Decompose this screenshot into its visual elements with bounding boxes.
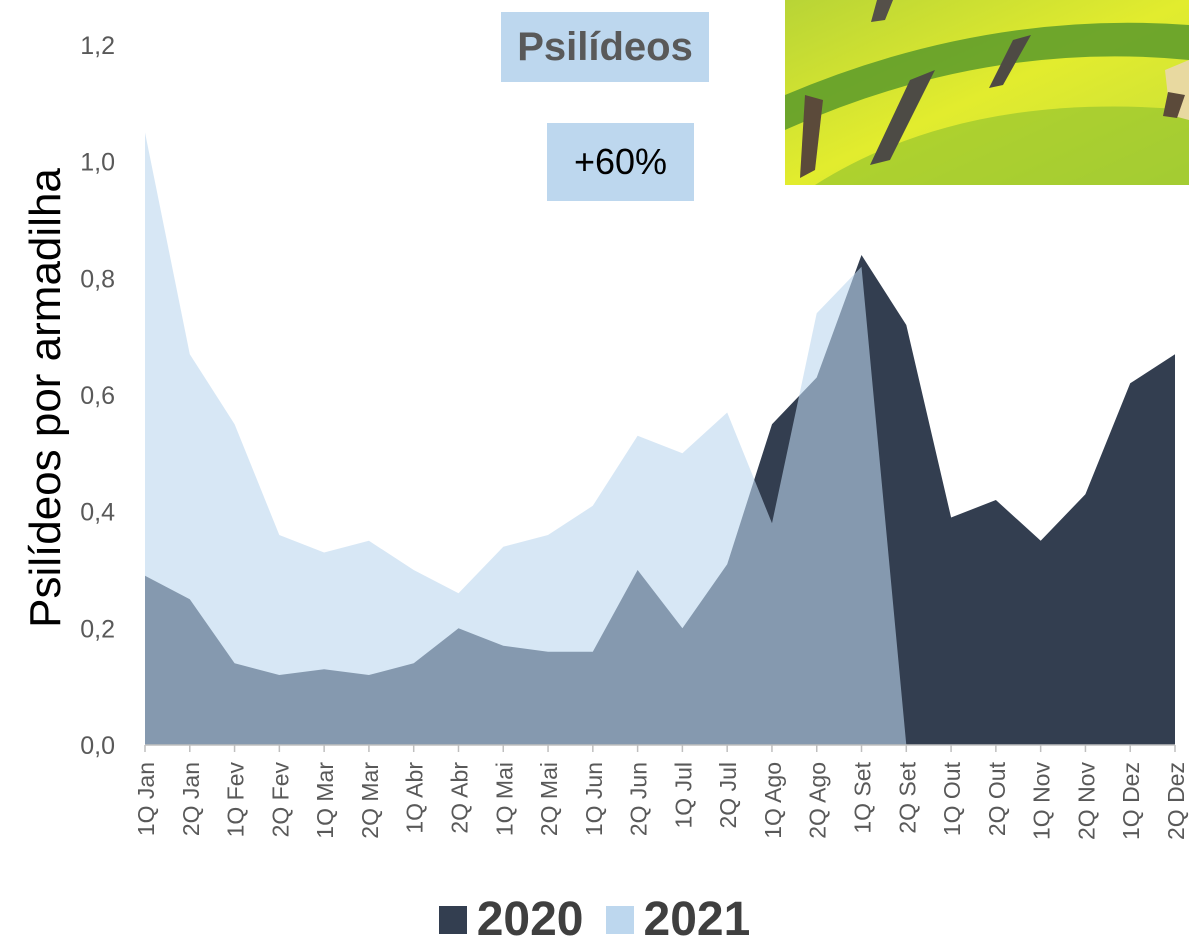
x-tick-label: 2Q Nov: [1073, 762, 1099, 840]
x-tick-label: 2Q Mai: [536, 762, 562, 836]
psyllid-photo: [785, 0, 1189, 185]
y-tick-label: 0,6: [80, 382, 115, 410]
x-tick-label: 1Q Jun: [581, 762, 607, 836]
x-tick-label: 2Q Ago: [805, 762, 831, 839]
y-tick-label: 1,2: [80, 32, 115, 60]
y-tick-label: 0,0: [80, 732, 115, 760]
chart-title: Psilídeos: [501, 12, 709, 82]
x-tick-label: 1Q Out: [939, 761, 965, 836]
legend-swatch-2021: [605, 905, 634, 934]
x-tick-label: 2Q Mar: [357, 762, 383, 839]
x-tick-label: 1Q Nov: [1029, 762, 1055, 840]
x-tick-label: 1Q Jul: [670, 762, 696, 828]
x-tick-label: 2Q Out: [984, 761, 1010, 836]
x-tick-label: 2Q Set: [894, 761, 920, 833]
legend-swatch-2020: [438, 905, 467, 934]
y-axis-ticks: 0,0 0,2 0,4 0,6 0,8 1,0 1,2: [80, 32, 115, 760]
x-tick-label: 2Q Fev: [267, 762, 293, 838]
x-tick-label: 2Q Abr: [446, 762, 472, 834]
y-tick-label: 0,8: [80, 265, 115, 293]
x-tick-label: 2Q Jun: [626, 762, 652, 836]
x-tick-label: 1Q Mai: [491, 762, 517, 836]
x-tick-label: 1Q Dez: [1118, 762, 1144, 840]
x-tick-label: 1Q Fev: [223, 762, 249, 838]
x-tick-label: 1Q Set: [850, 761, 876, 833]
increase-badge: +60%: [547, 123, 694, 201]
x-axis-ticks: 1Q Jan 2Q Jan 1Q Fev 2Q Fev 1Q Mar 2Q Mar 1Q A…: [133, 745, 1189, 840]
y-tick-label: 0,4: [80, 499, 115, 527]
x-tick-label: 2Q Dez: [1163, 762, 1189, 840]
y-tick-label: 0,2: [80, 615, 115, 643]
legend-item-2020: 2020: [438, 892, 584, 947]
x-tick-label: 1Q Mar: [312, 762, 338, 839]
x-tick-label: 2Q Jul: [715, 762, 741, 828]
x-tick-label: 1Q Abr: [402, 762, 428, 834]
area-2020: [145, 255, 1175, 745]
y-axis-label: Psilídeos por armadilha: [21, 168, 70, 628]
chart-legend: 2020 2021: [0, 892, 1189, 947]
legend-label-2021: 2021: [643, 893, 751, 946]
x-tick-label: 2Q Jan: [178, 762, 204, 836]
legend-label-2020: 2020: [476, 893, 584, 946]
x-tick-label: 1Q Jan: [133, 762, 159, 836]
x-tick-label: 1Q Ago: [760, 762, 786, 839]
area-2021: [145, 132, 907, 745]
chart-areas: [145, 132, 1175, 745]
y-tick-label: 1,0: [80, 149, 115, 177]
legend-item-2021: 2021: [605, 892, 751, 947]
